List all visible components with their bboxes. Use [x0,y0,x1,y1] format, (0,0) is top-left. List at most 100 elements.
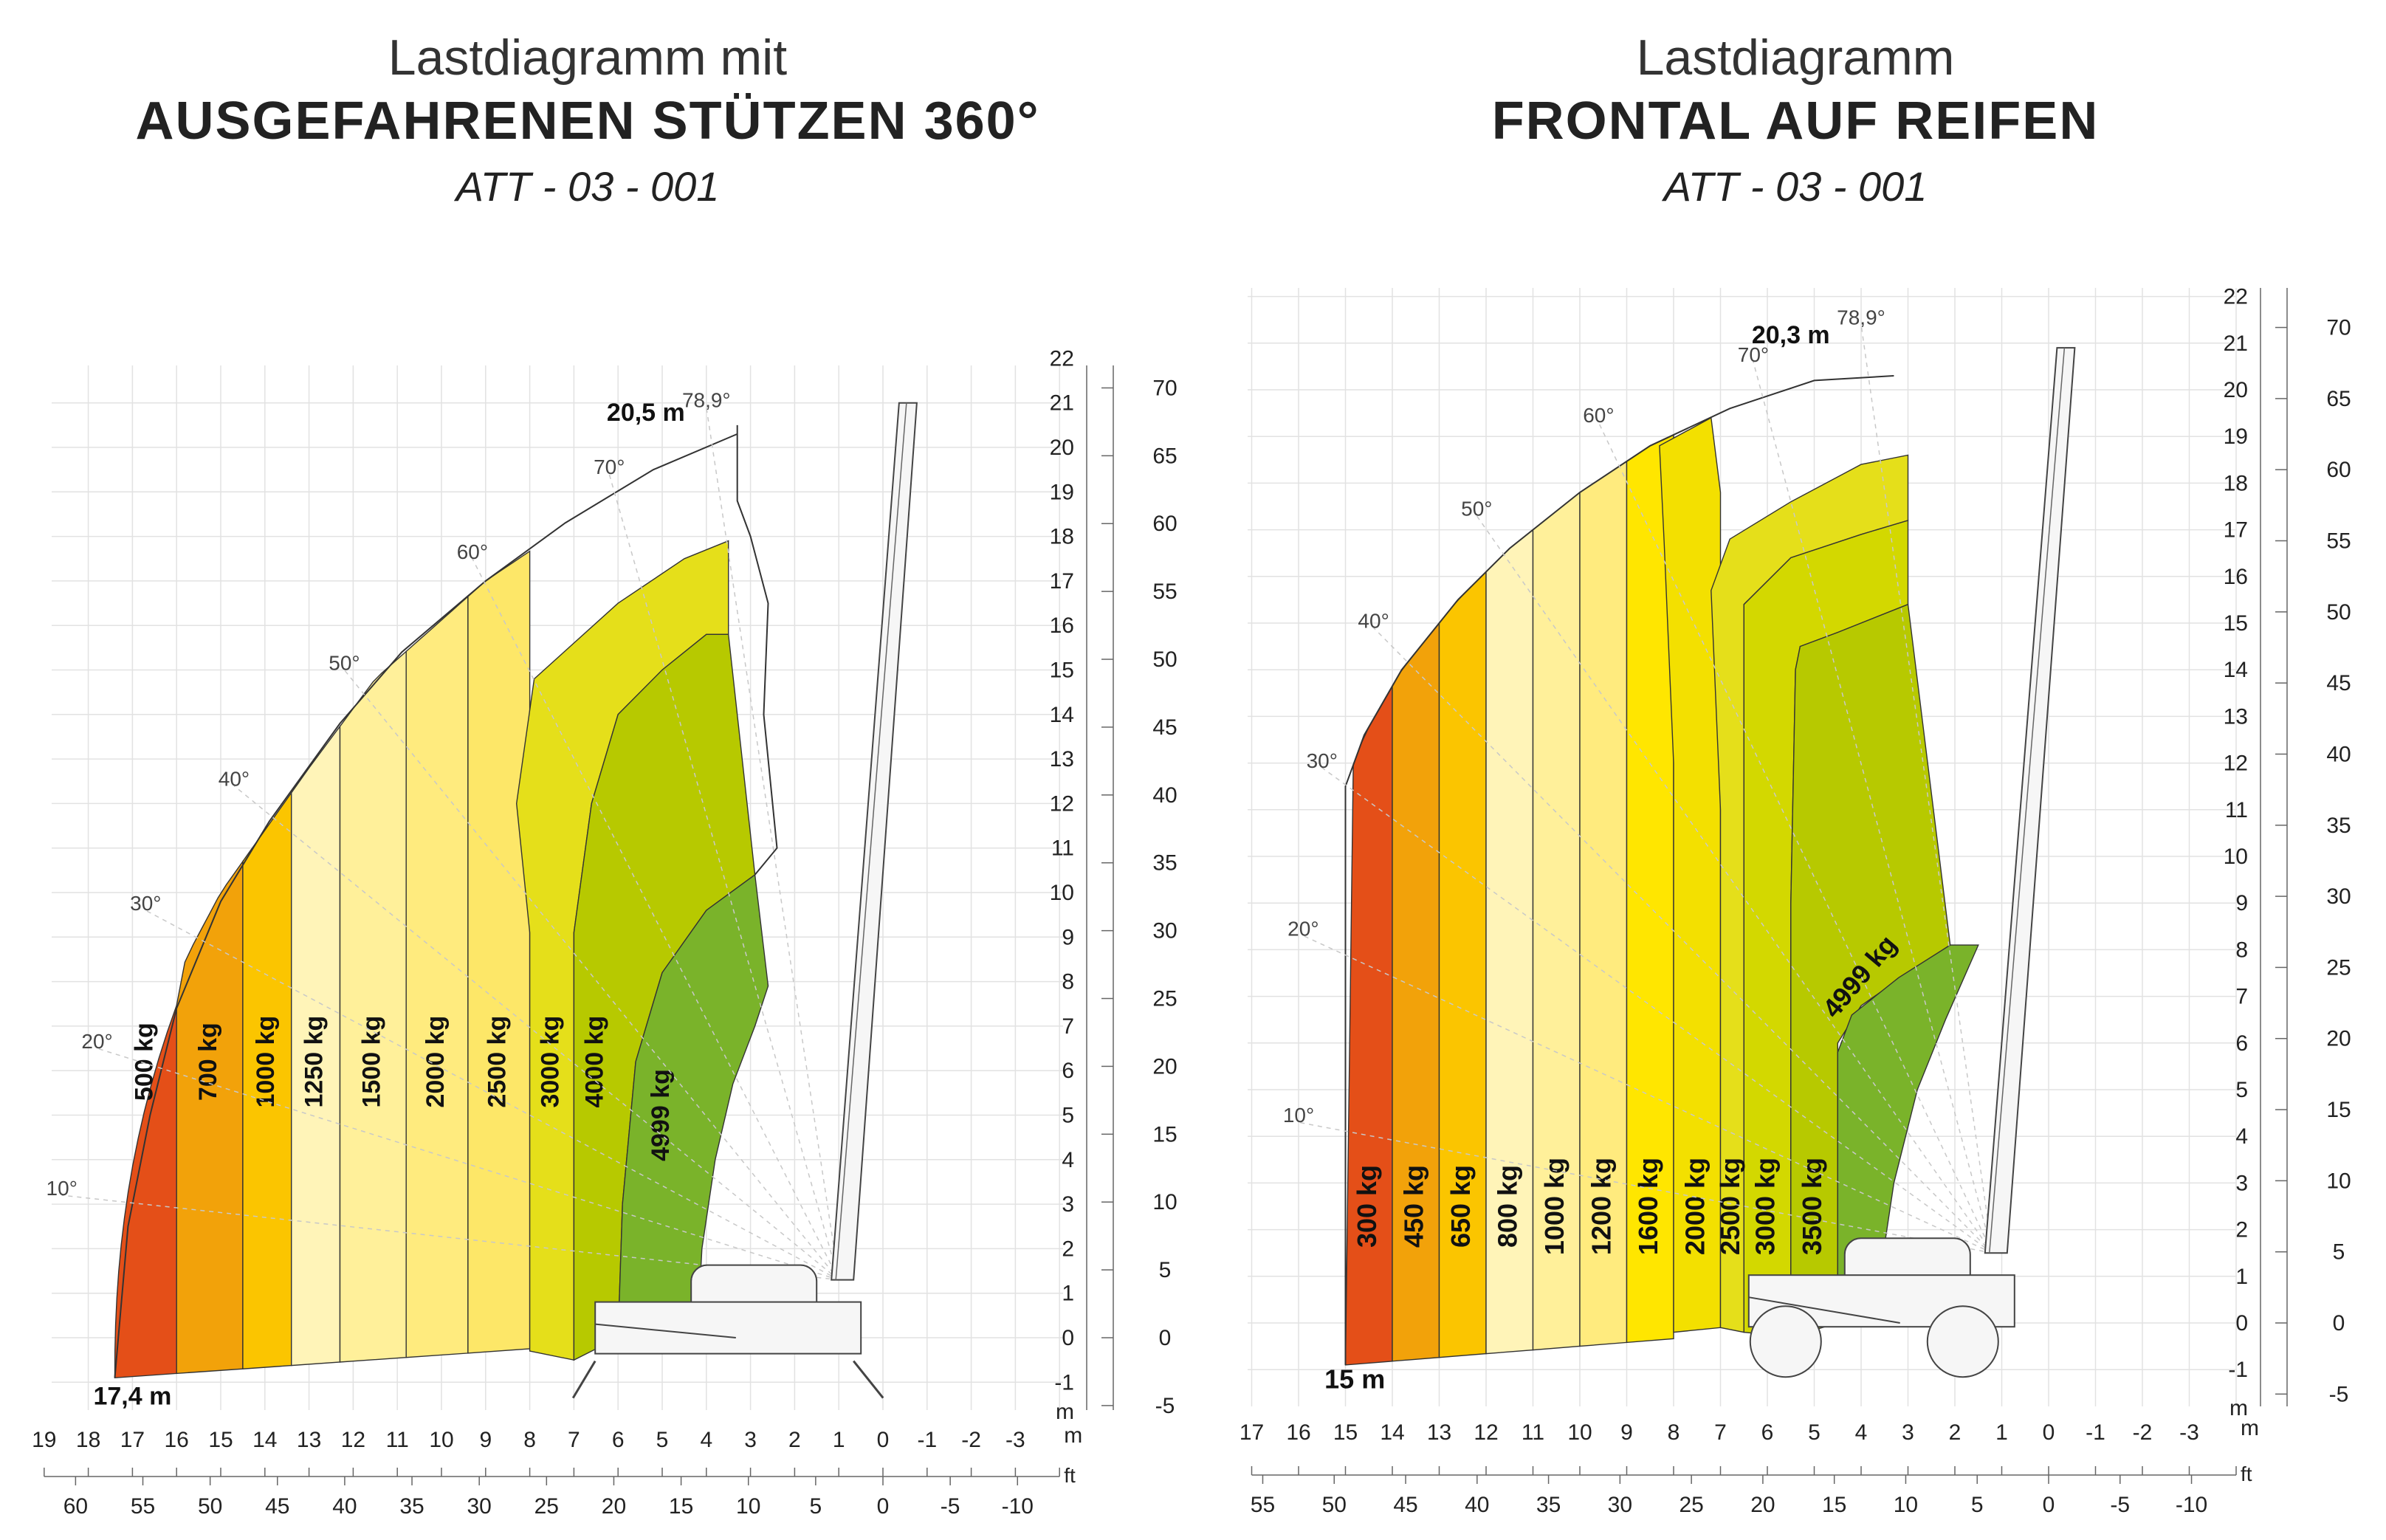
x-tick-m-9: 9 [1620,1420,1633,1445]
max-height-label: 20,5 m [607,399,685,427]
left-chart: 500 kg 700 kg 1000 kg 1250 kg 1500 kg 2000 kg… [32,346,1177,1519]
angle-label-8: 78,9° [1837,306,1885,329]
x-tick-m-4: 4 [1855,1420,1868,1445]
angle-label-3: 30° [130,892,161,915]
angle-label-7: 70° [594,456,625,478]
x-tick-ft--10: -10 [2176,1493,2207,1517]
x-axis: 19 18 17 16 15 14 13 12 11 10 9 8 7 6 5 4 3 2 1 0 -1 -2 -3 m [32,1423,1082,1452]
angle-ray-78.9 [1860,324,1993,1254]
x-tick-m-5: 5 [1808,1420,1821,1445]
angle-label-2: 20° [81,1030,112,1053]
y-tick-ft-10: 10 [2326,1169,2351,1193]
y-tick-m-16: 16 [1050,613,1074,638]
y-tick-ft-15: 15 [2326,1098,2351,1122]
x-tick-m-1: 1 [833,1428,845,1452]
y-tick-m--1: -1 [1054,1370,1074,1395]
x-tick-m-2: 2 [1949,1420,1962,1445]
x-tick-m-13: 13 [1427,1420,1451,1445]
wheel-rear [1926,1305,1999,1378]
x-tick-m-15: 15 [208,1428,233,1452]
x-tick-ft-20: 20 [1750,1493,1775,1517]
x-tick-ft-45: 45 [1393,1493,1417,1517]
x-tick-m-9: 9 [479,1428,492,1452]
x-tick-m-18: 18 [76,1428,100,1452]
load-zone-2 [176,859,244,1375]
y-tick-ft-20: 20 [2326,1027,2351,1051]
angle-ray-70 [608,473,839,1280]
y-tick-m-16: 16 [2224,565,2248,589]
x-tick-m-8: 8 [1668,1420,1680,1445]
boom-centerline [1989,348,2066,1254]
x-tick-m--2: -2 [961,1428,981,1452]
right-chart: 300 kg 450 kg 650 kg 800 kg 1000 kg 1200 kg 16… [1240,285,2351,1517]
y-tick-m-8: 8 [2235,938,2248,962]
x-tick-m-6: 6 [1761,1420,1774,1445]
y-tick-m-12: 12 [1050,791,1074,816]
zone-label-5: 1000 kg [1539,1158,1570,1255]
y-tick-m-15: 15 [2224,611,2248,636]
angle-ray-40 [233,785,839,1281]
zone-label-4: 1250 kg [300,1016,329,1108]
zone-label-1: 300 kg [1352,1165,1382,1248]
y-unit-m: m [1056,1400,1074,1424]
right-chart-header: Lastdiagramm FRONTAL AUF REIFEN ATT - 03… [1279,28,2312,214]
x-tick-ft-0: 0 [877,1494,890,1519]
angle-ray-10 [1298,1121,1993,1254]
y-tick-ft-10: 10 [1152,1190,1177,1214]
x-tick-m-3: 3 [744,1428,757,1452]
x-tick-ft-0: 0 [2043,1493,2055,1517]
x-tick-ft-10: 10 [736,1494,760,1519]
angle-lines: 10° 20° 30° 40° 50° 60° 70° 78,9° [1283,306,1993,1254]
zone-label-8: 3000 kg [536,1016,564,1108]
x-tick-ft-50: 50 [1322,1493,1347,1517]
x-tick-ft-20: 20 [602,1494,626,1519]
x-tick-m--3: -3 [2179,1420,2199,1445]
x-tick-m--1: -1 [2086,1420,2105,1445]
y-tick-ft--5: -5 [2329,1382,2349,1406]
angle-label-8: 78,9° [682,389,731,412]
x-unit-ft: ft [2241,1462,2252,1485]
x-tick-ft-35: 35 [1536,1493,1561,1517]
x-tick-ft--10: -10 [1002,1494,1034,1519]
x-tick-m-3: 3 [1902,1420,1914,1445]
y-tick-m-22: 22 [1050,346,1074,371]
load-zone-10 [617,873,769,1338]
y-tick-ft-25: 25 [1152,987,1177,1011]
load-zone-1 [114,1005,177,1379]
x-tick-ft-50: 50 [198,1494,222,1519]
angle-ray-30 [145,910,839,1281]
load-zones [114,424,778,1379]
angle-label-3: 30° [1307,749,1338,772]
y-tick-ft-25: 25 [2326,955,2351,980]
left-title-light: Lastdiagramm mit [388,30,788,86]
zone-label-9: 4000 kg [580,1016,608,1108]
angle-ray-10 [61,1194,839,1281]
angle-ray-78.9 [706,407,839,1280]
x-tick-m-17: 17 [120,1428,145,1452]
envelope-outline [1344,375,1894,1365]
x-tick-m-11: 11 [1522,1420,1544,1445]
y-tick-ft--5: -5 [1155,1394,1175,1418]
y-tick-m-5: 5 [1062,1104,1074,1128]
machine-silhouette [1747,347,2076,1378]
y-tick-ft-20: 20 [1152,1054,1177,1079]
load-zone-4 [291,724,341,1367]
fork-arm [595,1323,736,1338]
x-tick-ft-15: 15 [1822,1493,1846,1517]
machine-silhouette [571,402,918,1399]
zone-label-8: 2000 kg [1680,1158,1710,1255]
x-tick-ft-30: 30 [467,1494,492,1519]
angle-label-7: 70° [1738,343,1769,366]
zone-label-6: 1200 kg [1586,1158,1616,1255]
left-chart-header: Lastdiagramm mit AUSGEFAHRENEN STÜTZEN 3… [71,28,1104,214]
x-axis: 17 16 15 14 13 12 11 10 9 8 7 6 5 4 3 2 1 0 -1 -2 -3 m [1240,1416,2259,1445]
y-tick-m-12: 12 [2224,752,2248,776]
x-tick-m-16: 16 [165,1428,189,1452]
right-code: ATT - 03 - 001 [1663,163,1928,210]
y-tick-ft-40: 40 [1152,783,1177,808]
y-tick-m-6: 6 [2235,1031,2248,1056]
y-tick-m-11: 11 [1051,836,1074,861]
